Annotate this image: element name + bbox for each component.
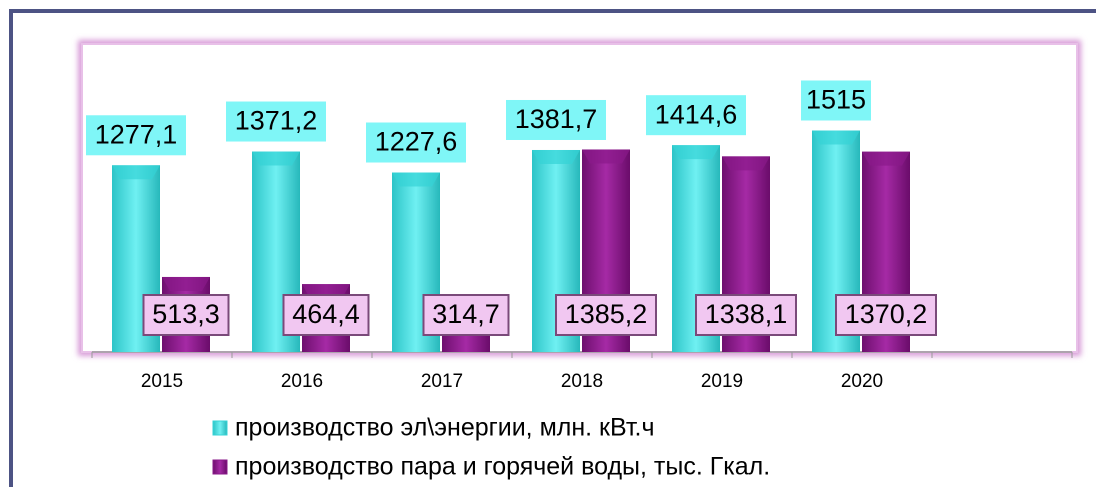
label-box — [366, 122, 466, 163]
label-box — [422, 294, 510, 336]
data-label: 464,4 — [292, 299, 360, 329]
data-label: 1414,6 — [655, 99, 738, 129]
label-box — [282, 294, 370, 336]
bar-cap — [532, 149, 580, 164]
label-box — [142, 294, 230, 336]
label-box — [555, 294, 657, 336]
data-label: 1381,7 — [515, 104, 598, 134]
bar-cap — [722, 156, 770, 171]
bar-cap — [672, 145, 720, 160]
bar-cap — [582, 149, 630, 164]
label-box — [801, 80, 871, 121]
data-label: 1515 — [806, 85, 866, 115]
data-label: 1277,1 — [95, 119, 178, 149]
x-tick-label: 2019 — [701, 371, 743, 392]
x-tick-label: 2017 — [421, 371, 463, 392]
data-label: 1227,6 — [375, 127, 458, 157]
data-label: 1371,2 — [235, 106, 318, 136]
data-label: 513,3 — [152, 299, 220, 329]
label-box — [86, 115, 186, 156]
data-label: 1338,1 — [705, 299, 788, 329]
label-box — [506, 99, 606, 140]
legend-label: производство эл\энергии, млн. кВт.ч — [235, 414, 654, 442]
label-box — [646, 95, 746, 136]
legend-swatch — [212, 420, 228, 436]
legend-label: производство пара и горячей воды, тыс. Г… — [235, 453, 770, 481]
bar-cap — [162, 276, 210, 291]
x-tick-label: 2018 — [561, 371, 603, 392]
data-label: 1385,2 — [565, 299, 648, 329]
x-tick-label: 2016 — [281, 371, 323, 392]
data-label: 1370,2 — [845, 299, 928, 329]
bar-cap — [252, 151, 300, 166]
label-box — [835, 294, 937, 336]
data-label: 314,7 — [432, 299, 500, 329]
bar-cap — [392, 172, 440, 187]
bar-cap — [112, 165, 160, 180]
x-tick-label: 2015 — [141, 371, 183, 392]
legend-swatch — [212, 459, 228, 475]
x-tick-label: 2020 — [841, 371, 883, 392]
bar-cap — [812, 130, 860, 145]
label-box — [226, 101, 326, 142]
label-box — [695, 294, 797, 336]
bar-cap — [862, 151, 910, 166]
